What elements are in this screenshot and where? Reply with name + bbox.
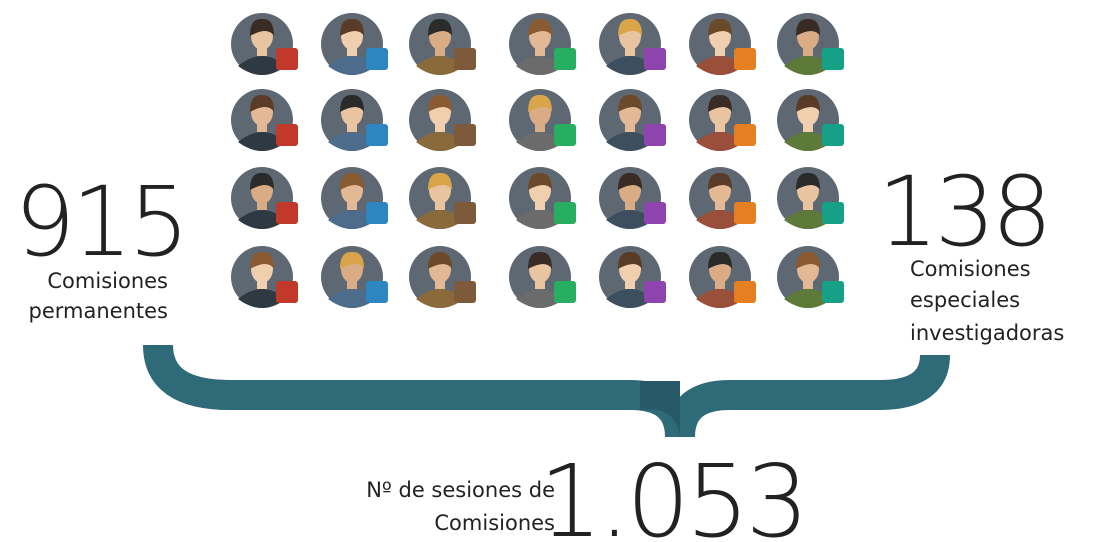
- avatar: [689, 246, 756, 308]
- brace: [158, 345, 935, 437]
- avatar: [777, 89, 844, 151]
- left-label: Comisiones: [47, 269, 168, 293]
- avatar: [231, 246, 298, 308]
- avatar: [599, 13, 666, 75]
- total-label: Comisiones: [434, 511, 555, 535]
- avatar: [231, 89, 298, 151]
- avatar-badge: [734, 48, 756, 70]
- total-label: Nº de sesiones de: [366, 478, 555, 502]
- avatar-badge: [822, 202, 844, 224]
- avatar: [321, 246, 388, 308]
- avatar: [599, 246, 666, 308]
- avatar: [599, 89, 666, 151]
- avatar-badge: [366, 48, 388, 70]
- avatar: [777, 246, 844, 308]
- avatar: [777, 167, 844, 229]
- avatar-badge: [454, 48, 476, 70]
- avatar: [409, 167, 476, 229]
- avatar-badge: [276, 202, 298, 224]
- avatar-badge: [276, 48, 298, 70]
- avatar-badge: [454, 281, 476, 303]
- avatar-badge: [822, 281, 844, 303]
- avatar: [689, 13, 756, 75]
- avatar-badge: [554, 281, 576, 303]
- avatar: [409, 246, 476, 308]
- avatar-badge: [554, 48, 576, 70]
- avatar: [321, 89, 388, 151]
- avatar: [689, 89, 756, 151]
- avatar-badge: [554, 124, 576, 146]
- avatar-badge: [276, 124, 298, 146]
- avatar: [231, 13, 298, 75]
- avatar-badge: [822, 124, 844, 146]
- avatar: [509, 246, 576, 308]
- avatar-badge: [644, 48, 666, 70]
- avatar-badge: [644, 281, 666, 303]
- avatar-badge: [822, 48, 844, 70]
- avatar-badge: [366, 124, 388, 146]
- avatar-badge: [454, 202, 476, 224]
- avatar-badge: [454, 124, 476, 146]
- right-label: especiales: [910, 288, 1020, 312]
- avatar-badge: [734, 124, 756, 146]
- right-number: 138: [877, 156, 1048, 268]
- avatar: [409, 13, 476, 75]
- avatar: [599, 167, 666, 229]
- avatar-badge: [734, 202, 756, 224]
- total-number: 1.053: [539, 443, 805, 542]
- avatar-badge: [366, 202, 388, 224]
- avatar-badge: [366, 281, 388, 303]
- avatar-badge: [734, 281, 756, 303]
- avatar-grid: [231, 13, 844, 308]
- avatar: [689, 167, 756, 229]
- avatar: [321, 167, 388, 229]
- avatar: [321, 13, 388, 75]
- avatar: [231, 167, 298, 229]
- infographic: 915 Comisiones permanentes 138 Comisione…: [0, 0, 1093, 542]
- left-label: permanentes: [29, 299, 168, 323]
- avatar: [409, 89, 476, 151]
- avatar-badge: [276, 281, 298, 303]
- avatar-badge: [644, 124, 666, 146]
- right-label: investigadoras: [910, 321, 1064, 345]
- avatar: [509, 89, 576, 151]
- avatar-badge: [644, 202, 666, 224]
- left-number: 915: [14, 166, 185, 278]
- avatar: [509, 13, 576, 75]
- right-label: Comisiones: [910, 257, 1031, 281]
- avatar: [509, 167, 576, 229]
- avatar-badge: [554, 202, 576, 224]
- avatar: [777, 13, 844, 75]
